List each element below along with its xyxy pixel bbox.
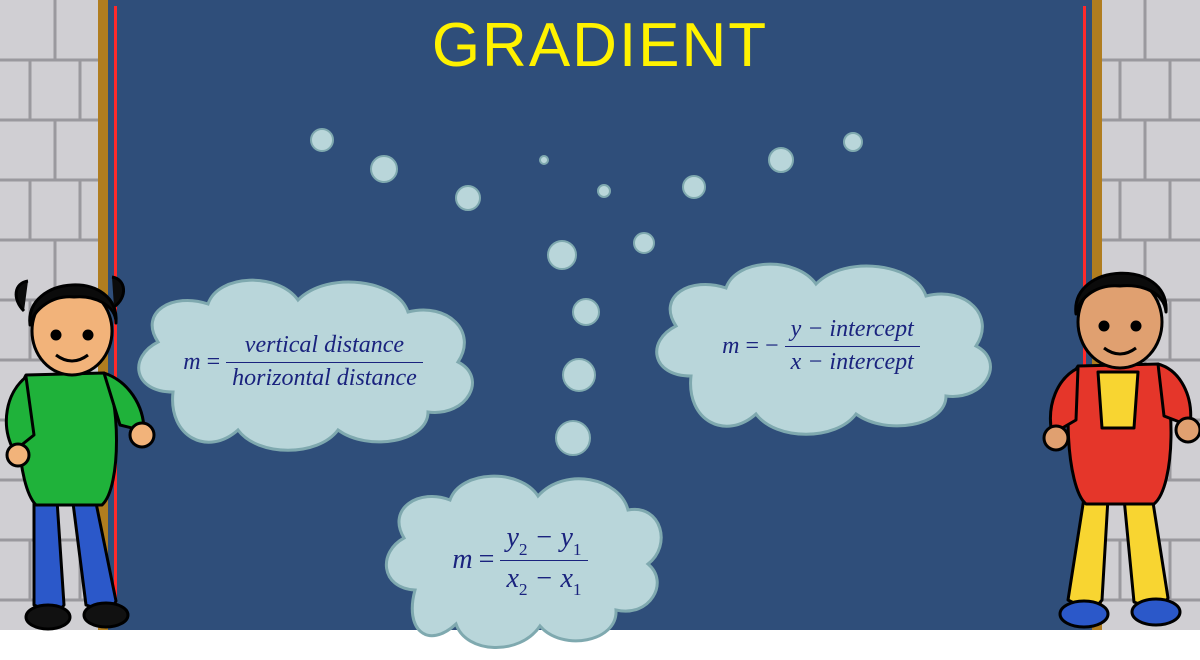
equals-sign: = [479,544,495,576]
formula-denominator: x2 − x1 [500,560,587,599]
kid-right-icon [1028,248,1200,638]
thought-bubble-dot [370,155,398,183]
slide-stage: GRADIENT m = vertical distance horizonta… [0,0,1200,630]
formula-lhs: m [452,544,472,576]
thought-bubble-dot [562,358,596,392]
thought-bubble-dot [768,147,794,173]
thought-bubble-dot [455,185,481,211]
thought-bubble-dot [555,420,591,456]
formula-numerator: vertical distance [239,332,410,362]
formula-numerator: y2 − y1 [500,522,587,560]
thought-bubble-dot [843,132,863,152]
formula-cloud-left: m = vertical distance horizontal distanc… [118,262,488,462]
thought-bubble-dot [539,155,549,165]
equals-sign: = [207,349,221,376]
thought-bubble-dot [682,175,706,199]
formula-cloud-bottom: m = y2 − y1 x2 − x1 [370,460,670,660]
thought-bubble-dot [547,240,577,270]
formula-cloud-right: m = − y − intercept x − intercept [636,246,1006,446]
page-title: GRADIENT [0,10,1200,81]
thought-bubble-dot [572,298,600,326]
formula-numerator: y − intercept [785,316,920,346]
neg-sign: − [765,333,779,360]
formula-denominator: x − intercept [785,346,920,377]
formula-lhs: m [722,333,739,360]
formula-lhs: m [183,349,200,376]
kid-left-icon [0,255,164,635]
thought-bubble-dot [597,184,611,198]
thought-bubble-dot [310,128,334,152]
formula-denominator: horizontal distance [226,362,423,393]
equals-sign: = [745,333,759,360]
